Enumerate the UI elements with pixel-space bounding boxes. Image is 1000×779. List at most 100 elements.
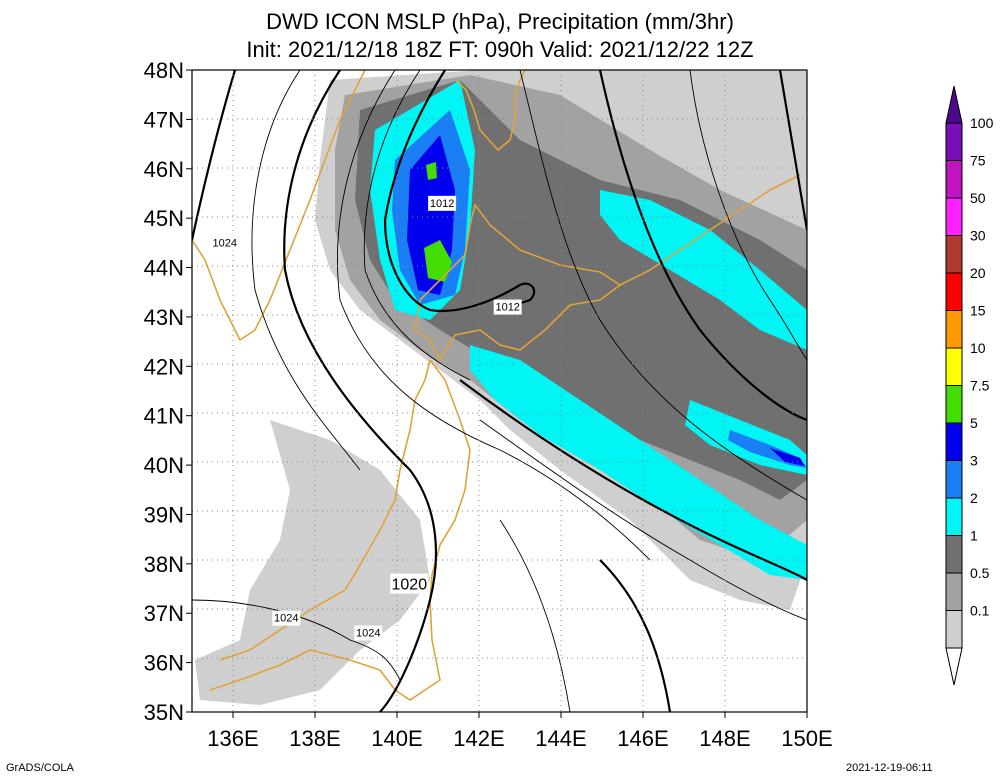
colorbar-swatch [945,497,963,536]
colorbar-swatch [945,610,963,649]
isobar-south-2 [499,519,571,712]
precip-7.5-area [424,240,452,282]
map-frame [191,69,808,713]
isobar-1020 [283,70,438,712]
isobar-label: 1012 [430,198,454,210]
lat-label: 41N [144,404,184,429]
credit-label: GrADS/COLA [6,762,74,774]
colorbar-swatch [945,460,963,499]
colorbar-bottom-arrow [945,647,963,686]
lat-label: 35N [144,700,184,725]
colorbar-swatch [945,310,963,349]
isobar-1012-low [383,70,536,314]
isobar-south-east [479,419,807,621]
coast-asia [192,70,366,342]
precip-5-east [770,448,805,466]
isobar-label-bg [428,195,457,211]
isobar-east-3 [689,70,807,361]
colorbar-label: 10 [970,340,986,356]
colorbar-label: 7.5 [970,378,990,394]
isobar-label-bg [210,235,239,251]
colorbar-swatch [945,535,963,574]
colorbar-swatch [945,122,963,161]
isobar-label: 1020 [392,577,428,594]
isobar-south-east-2 [459,379,807,581]
colorbar-label: 15 [970,303,986,319]
lat-label: 36N [144,651,184,676]
colorbar-label: 30 [970,228,986,244]
lon-label: 136E [207,726,258,751]
isobar-label: 1012 [495,302,519,314]
isobar-1022 [251,70,361,471]
colorbar-swatch [945,235,963,274]
colorbar: 100 75 50 30 20 15 10 7.5 5 3 2 1 0.5 0.1 [945,85,994,686]
lat-label: 45N [144,206,184,231]
colorbar-label: 0.1 [970,603,990,619]
precip-7.5-north [426,162,437,180]
timestamp-label: 2021-12-19-06:11 [846,762,933,774]
coast-honshu-west [219,359,431,661]
colorbar-swatch [945,197,963,236]
colorbar-label: 75 [970,153,986,169]
colorbar-label: 1 [970,528,978,544]
lat-label: 39N [144,502,184,527]
colorbar-label: 20 [970,265,986,281]
isobar-labels: 1012 1012 1024 1020 1024 1024 [210,195,522,641]
isobar-1024-south [192,599,401,681]
isobar-1016 [337,70,651,561]
colorbar-label: 0.5 [970,565,990,581]
longitude-labels: 136E 138E 140E 142E 144E 146E 148E 150E [207,712,833,751]
precip-2-band-east [600,190,807,350]
isobar-east-2 [598,70,807,422]
latitude-labels: 48N 47N 46N 45N 44N 43N 42N 41N 40N 39N 38N 37N 36N 3… [144,58,192,725]
isobar-label: 1024 [274,613,298,625]
coastlines [192,70,801,701]
colorbar-swatch [945,422,963,461]
lat-label: 48N [144,58,184,83]
colorbar-swatch [945,160,963,199]
colorbar-top-arrow [945,85,963,124]
colorbar-label: 50 [970,190,986,206]
lat-label: 46N [144,157,184,182]
lat-label: 40N [144,453,184,478]
coast-kuril [619,174,801,286]
isobar-label-bg [493,299,522,315]
colorbar-swatch [945,272,963,311]
isobar-label-bg [272,610,301,626]
isobar-east-1 [519,70,807,501]
lon-label: 150E [781,726,832,751]
isobar-1024 [192,70,237,241]
lon-label: 146E [617,726,668,751]
coast-sakhalin [455,70,526,152]
lon-label: 148E [699,726,750,751]
isobar-south [599,559,672,712]
isobars [192,70,807,712]
isobar-label-bg [390,573,429,594]
colorbar-label: 3 [970,453,978,469]
lat-label: 42N [144,354,184,379]
lat-label: 38N [144,552,184,577]
colorbar-swatch [945,385,963,424]
colorbar-label: 100 [970,115,994,131]
colorbar-label: 5 [970,415,978,431]
colorbar-swatch [945,347,963,386]
lon-label: 144E [535,726,586,751]
lon-label: 138E [289,726,340,751]
lat-lon-grid [192,70,807,712]
isobar-east-4 [778,70,807,231]
lon-label: 142E [453,726,504,751]
lon-label: 140E [371,726,422,751]
lat-label: 47N [144,107,184,132]
map-subtitle: Init: 2021/12/18 18Z FT: 090h Valid: 202… [246,37,754,62]
colorbar-label: 2 [970,490,978,506]
isobar-label-bg [354,625,383,641]
map-title: DWD ICON MSLP (hPa), Precipitation (mm/3… [266,9,734,34]
lat-label: 44N [144,256,184,281]
isobar-1014 [363,70,471,381]
isobar-label: 1024 [356,627,380,639]
lat-label: 37N [144,601,184,626]
colorbar-swatch [945,572,963,611]
precip-2-band-south [470,345,807,580]
coast-hokkaido [414,203,622,362]
